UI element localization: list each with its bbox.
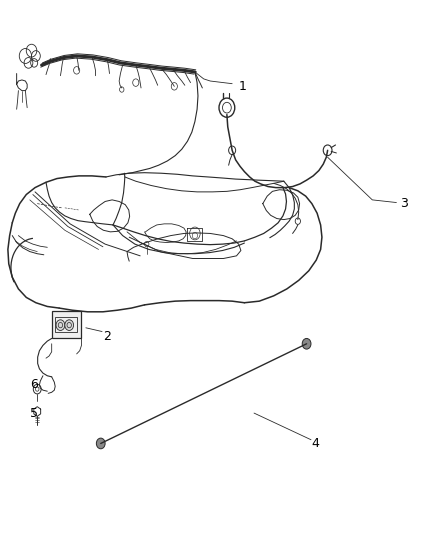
Text: 6: 6 [30,378,38,391]
Circle shape [302,338,311,349]
Text: 1: 1 [239,80,247,93]
Text: 2: 2 [103,330,111,343]
Bar [55,317,77,332]
Text: 3: 3 [400,197,408,210]
Text: 5: 5 [30,407,38,419]
Circle shape [96,438,105,449]
Circle shape [56,320,65,330]
Text: 4: 4 [312,437,320,450]
Bar [52,311,81,338]
Circle shape [65,320,74,330]
